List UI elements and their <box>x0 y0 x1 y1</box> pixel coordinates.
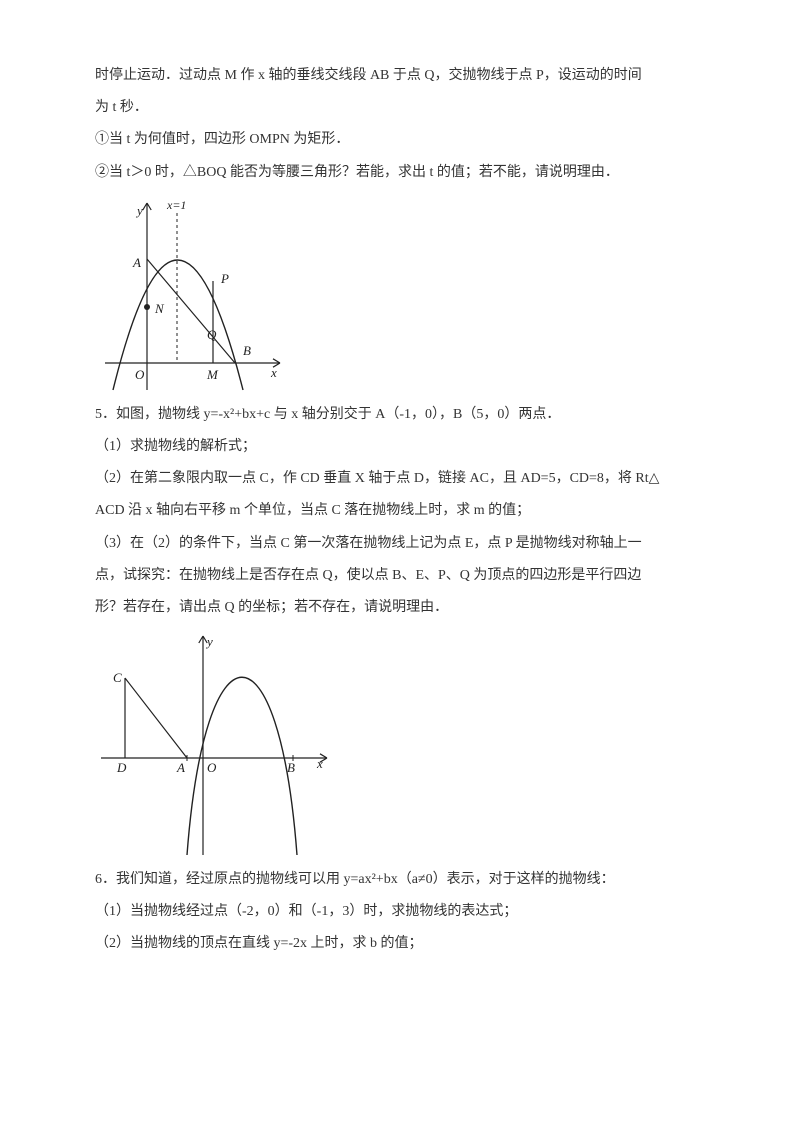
q6-part1: （1）当抛物线经过点（-2，0）和（-1，3）时，求抛物线的表达式； <box>95 896 705 928</box>
q6-part2: （2）当抛物线的顶点在直线 y=-2x 上时，求 b 的值； <box>95 928 705 960</box>
svg-text:M: M <box>206 367 219 382</box>
q5-head: 5．如图，抛物线 y=-x²+bx+c 与 x 轴分别交于 A（-1，0），B（… <box>95 399 705 431</box>
body-line: 时停止运动．过动点 M 作 x 轴的垂线交线段 AB 于点 Q，交抛物线于点 P… <box>95 60 705 92</box>
svg-text:O: O <box>135 367 145 382</box>
svg-text:A: A <box>176 760 185 775</box>
svg-text:x=1: x=1 <box>166 198 186 212</box>
svg-text:y: y <box>135 203 143 218</box>
svg-text:y: y <box>205 634 213 649</box>
svg-text:x: x <box>270 365 277 380</box>
q5-part3c: 形？若存在，请出点 Q 的坐标；若不存在，请说明理由． <box>95 592 705 624</box>
svg-text:N: N <box>154 301 165 316</box>
svg-text:B: B <box>287 760 295 775</box>
body-line: ②当 t＞0 时，△BOQ 能否为等腰三角形？若能，求出 t 的值；若不能，请说… <box>95 157 705 189</box>
body-line: 为 t 秒． <box>95 92 705 124</box>
figure-2: y C D A O Bx <box>95 630 705 860</box>
svg-text:C: C <box>113 670 122 685</box>
svg-text:D: D <box>116 760 127 775</box>
body-line: ①当 t 为何值时，四边形 OMPN 为矩形． <box>95 124 705 156</box>
svg-text:x: x <box>316 756 323 771</box>
svg-text:A: A <box>132 255 141 270</box>
svg-text:Q: Q <box>207 327 217 342</box>
figure-1: y x=1 A N P Q B O Mx <box>95 195 705 395</box>
q5-part3a: （3）在（2）的条件下，当点 C 第一次落在抛物线上记为点 E，点 P 是抛物线… <box>95 528 705 560</box>
figure-2-svg: y C D A O Bx <box>95 630 335 860</box>
q5-part1: （1）求抛物线的解析式； <box>95 431 705 463</box>
svg-text:B: B <box>243 343 251 358</box>
q5-part2b: ACD 沿 x 轴向右平移 m 个单位，当点 C 落在抛物线上时，求 m 的值； <box>95 495 705 527</box>
svg-text:O: O <box>207 760 217 775</box>
svg-text:P: P <box>220 271 229 286</box>
figure-1-svg: y x=1 A N P Q B O Mx <box>95 195 285 395</box>
q5-part3b: 点，试探究：在抛物线上是否存在点 Q，使以点 B、E、P、Q 为顶点的四边形是平… <box>95 560 705 592</box>
q5-part2a: （2）在第二象限内取一点 C，作 CD 垂直 X 轴于点 D，链接 AC，且 A… <box>95 463 705 495</box>
page: 时停止运动．过动点 M 作 x 轴的垂线交线段 AB 于点 Q，交抛物线于点 P… <box>0 0 800 1132</box>
q6-head: 6．我们知道，经过原点的抛物线可以用 y=ax²+bx（a≠0）表示，对于这样的… <box>95 864 705 896</box>
